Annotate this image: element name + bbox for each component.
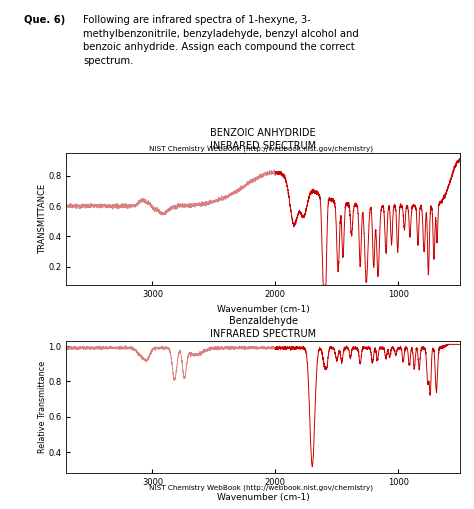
Text: NIST Chemistry WebBook (http://webbook.nist.gov/chemistry): NIST Chemistry WebBook (http://webbook.n… — [149, 485, 373, 491]
Title: BENZOIC ANHYDRIDE
INFRARED SPECTRUM: BENZOIC ANHYDRIDE INFRARED SPECTRUM — [210, 128, 316, 151]
Y-axis label: TRANSMITTANCE: TRANSMITTANCE — [38, 184, 47, 254]
Text: Que. 6): Que. 6) — [24, 15, 65, 25]
X-axis label: Wavenumber (cm-1): Wavenumber (cm-1) — [217, 304, 310, 314]
Title: Benzaldehyde
INFRARED SPECTRUM: Benzaldehyde INFRARED SPECTRUM — [210, 316, 316, 338]
Y-axis label: Relative Transmittance: Relative Transmittance — [38, 361, 47, 453]
Text: NIST Chemistry WebBook (http://webbook.nist.gov/chemistry): NIST Chemistry WebBook (http://webbook.n… — [149, 145, 373, 152]
X-axis label: Wavenumber (cm-1): Wavenumber (cm-1) — [217, 493, 310, 502]
Text: Following are infrared spectra of 1-hexyne, 3-
methylbenzonitrile, benzyladehyde: Following are infrared spectra of 1-hexy… — [83, 15, 359, 66]
